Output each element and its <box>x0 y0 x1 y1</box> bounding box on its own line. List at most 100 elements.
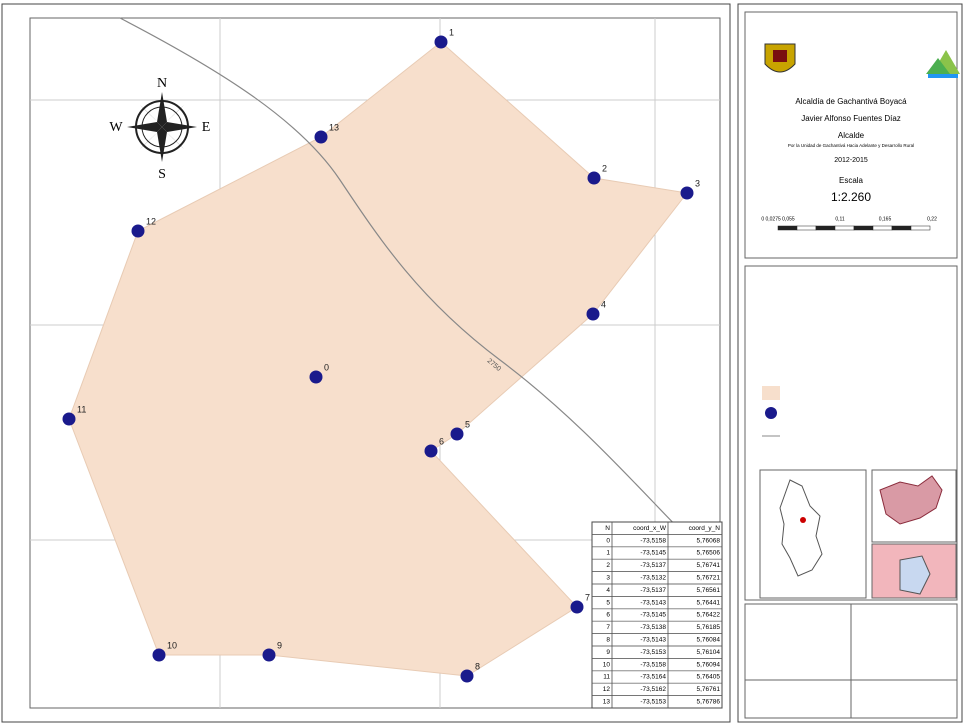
scale-tick-label: 0,11 <box>835 216 845 222</box>
table-text: 2 <box>606 562 610 569</box>
marker <box>680 186 694 200</box>
marker <box>570 600 584 614</box>
title-line: Javier Alfonso Fuentes Díaz <box>801 114 901 123</box>
scale-bar-segment <box>872 225 893 231</box>
table-text: -73,5158 <box>640 661 666 668</box>
scale-tick-label: 0 0,0275 0,055 <box>761 216 795 222</box>
compass-rose <box>127 92 197 162</box>
compass-n: N <box>157 76 167 91</box>
scale-title: Escala <box>839 176 864 185</box>
marker-label: 11 <box>77 404 86 414</box>
marker-label: 5 <box>465 419 470 429</box>
table-text: 5,76422 <box>697 612 721 619</box>
table-text: 5,76721 <box>697 575 721 582</box>
marker <box>131 224 145 238</box>
table-text: 5,76068 <box>697 537 721 544</box>
title-period: 2012-2015 <box>834 157 868 164</box>
scale-tick-label: 0,22 <box>927 216 937 222</box>
table-text: 12 <box>603 686 611 693</box>
marker <box>314 130 328 144</box>
marker <box>460 669 474 683</box>
marker-label: 7 <box>585 592 590 602</box>
scale-bar-segment <box>910 225 931 231</box>
logo-left <box>764 43 796 73</box>
marker-label: 10 <box>167 640 177 650</box>
marker-label: 3 <box>695 178 700 188</box>
scale-bar-segment <box>834 225 855 231</box>
marker <box>587 171 601 185</box>
table-text: 5,76094 <box>697 661 721 668</box>
table-text: 3 <box>606 575 610 582</box>
marker <box>152 648 166 662</box>
scale-bar-segment <box>815 225 836 231</box>
table-text: 13 <box>603 699 611 706</box>
table-text: -73,5137 <box>640 587 666 594</box>
table-text: -73,5138 <box>640 624 666 631</box>
marker-label: 6 <box>439 436 444 446</box>
table-text: -73,5153 <box>640 649 666 656</box>
marker-label: 8 <box>475 661 480 671</box>
location-maps <box>759 469 957 599</box>
table-text: -73,5164 <box>640 674 666 681</box>
scale-value: 1:2.260 <box>831 190 871 204</box>
table-text: -73,5137 <box>640 562 666 569</box>
marker-label: 1 <box>449 27 454 37</box>
table-text: -73,5162 <box>640 686 666 693</box>
marker-label: 13 <box>329 122 339 132</box>
table-text: 11 <box>603 674 610 681</box>
table-text: 5,76185 <box>697 624 721 631</box>
table-bg <box>591 521 723 709</box>
table-text: 8 <box>606 637 610 644</box>
table-text: 7 <box>606 624 610 631</box>
table-text: 10 <box>603 661 611 668</box>
table-text: 5,76405 <box>697 674 721 681</box>
title-line: Alcalde <box>838 131 865 140</box>
table-text: 6 <box>606 612 610 619</box>
table-text: 4 <box>606 587 610 594</box>
table-text: 1 <box>606 550 610 557</box>
table-text: 5,76761 <box>697 686 721 693</box>
legend-swatch-marker <box>765 407 777 419</box>
legend-swatch-area <box>762 386 780 400</box>
compass-e: E <box>202 120 211 135</box>
table-text: N <box>605 525 610 532</box>
scale-tick-label: 0,165 <box>879 216 892 222</box>
marker <box>309 370 323 384</box>
title-small: Por la Unidad de Gachantivá Hacia Adelan… <box>788 143 914 148</box>
table-text: 0 <box>606 537 610 544</box>
table-text: -73,5153 <box>640 699 666 706</box>
marker <box>434 35 448 49</box>
table-text: -73,5158 <box>640 537 666 544</box>
scale-bar-segment <box>891 225 912 231</box>
table-text: -73,5143 <box>640 599 666 606</box>
compass-s: S <box>158 167 166 182</box>
table-cell <box>667 695 723 709</box>
table-text: -73,5145 <box>640 612 666 619</box>
table-text: coord_x_W <box>633 525 667 532</box>
marker <box>424 444 438 458</box>
table-text: 5,76104 <box>697 649 721 656</box>
marker-label: 2 <box>602 163 607 173</box>
scale-bar-segment <box>796 225 817 231</box>
scale-bar-segment <box>853 225 874 231</box>
marker <box>586 307 600 321</box>
marker-label: 0 <box>324 362 329 372</box>
marker-label: 4 <box>601 299 606 309</box>
table-text: -73,5132 <box>640 575 666 582</box>
marker <box>262 648 276 662</box>
marker-label: 9 <box>277 640 282 650</box>
marker <box>62 412 76 426</box>
table-text: coord_y_N <box>689 525 721 532</box>
table-text: 5 <box>606 599 610 606</box>
marker-label: 12 <box>146 216 156 226</box>
contour-line <box>119 17 691 541</box>
table-text: 5,76084 <box>697 637 721 644</box>
table-text: -73,5145 <box>640 550 666 557</box>
table-text: -73,5143 <box>640 637 666 644</box>
protected-area <box>68 41 688 677</box>
logo-right <box>926 50 960 78</box>
title-line: Alcaldía de Gachantivá Boyacá <box>795 97 907 106</box>
